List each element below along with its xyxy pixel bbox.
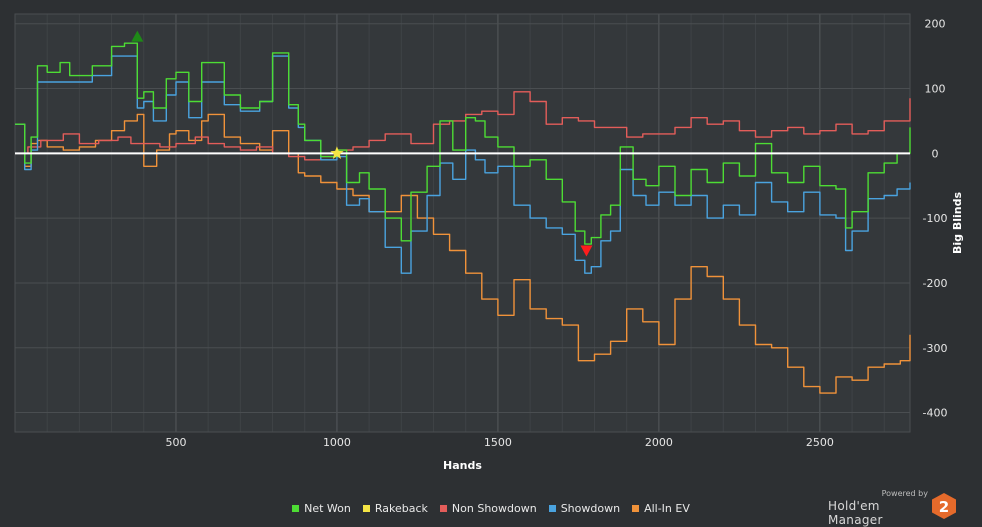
y-tick-label: 0 <box>932 147 939 160</box>
powered-by-text: Powered by <box>881 489 928 498</box>
logo-text: 2 <box>939 498 949 516</box>
x-axis-title: Hands <box>443 459 482 472</box>
x-tick-label: 500 <box>165 436 186 449</box>
legend-swatch <box>292 504 300 512</box>
y-tick-label: 100 <box>925 83 946 96</box>
legend-item-all-in-ev[interactable]: All-In EV <box>632 501 690 515</box>
branding: Powered by Hold'em Manager 2 <box>828 489 968 527</box>
x-tick-label: 1000 <box>323 436 351 449</box>
legend-item-net-won[interactable]: Net Won <box>292 501 351 515</box>
plot-area <box>15 14 910 432</box>
holdem-manager-logo-icon: 2 <box>932 493 956 519</box>
series-line-net-won <box>15 42 911 245</box>
legend-item-non-showdown[interactable]: Non Showdown <box>439 501 537 515</box>
star-marker <box>330 146 344 159</box>
series-line-showdown <box>15 55 911 274</box>
legend-item-rakeback[interactable]: Rakeback <box>362 501 428 515</box>
x-tick-label: 2000 <box>645 436 673 449</box>
y-tick-label: 200 <box>925 18 946 31</box>
legend-label: All-In EV <box>644 501 690 515</box>
legend-swatch <box>548 504 556 512</box>
product-name: Hold'em Manager <box>828 499 883 527</box>
y-axis-title: Big Blinds <box>951 192 964 254</box>
peak-marker <box>131 30 144 42</box>
legend-item-showdown[interactable]: Showdown <box>548 501 621 515</box>
legend-swatch <box>439 504 447 512</box>
legend-label: Rakeback <box>374 501 428 515</box>
plot-frame <box>14 13 911 433</box>
legend-swatch <box>632 504 640 512</box>
y-tick-label: -300 <box>923 342 948 355</box>
legend-label: Net Won <box>304 501 351 515</box>
legend: Net Won Rakeback Non Showdown Showdown A… <box>0 501 982 515</box>
x-tick-label: 1500 <box>484 436 512 449</box>
legend-swatch <box>362 504 370 512</box>
trough-marker <box>580 245 593 257</box>
legend-label: Non Showdown <box>451 501 537 515</box>
x-tick-label: 2500 <box>806 436 834 449</box>
series-line-all-in-ev <box>15 113 911 394</box>
y-tick-label: -400 <box>923 407 948 420</box>
y-tick-label: -100 <box>923 212 948 225</box>
legend-label: Showdown <box>560 501 621 515</box>
y-tick-label: -200 <box>923 277 948 290</box>
